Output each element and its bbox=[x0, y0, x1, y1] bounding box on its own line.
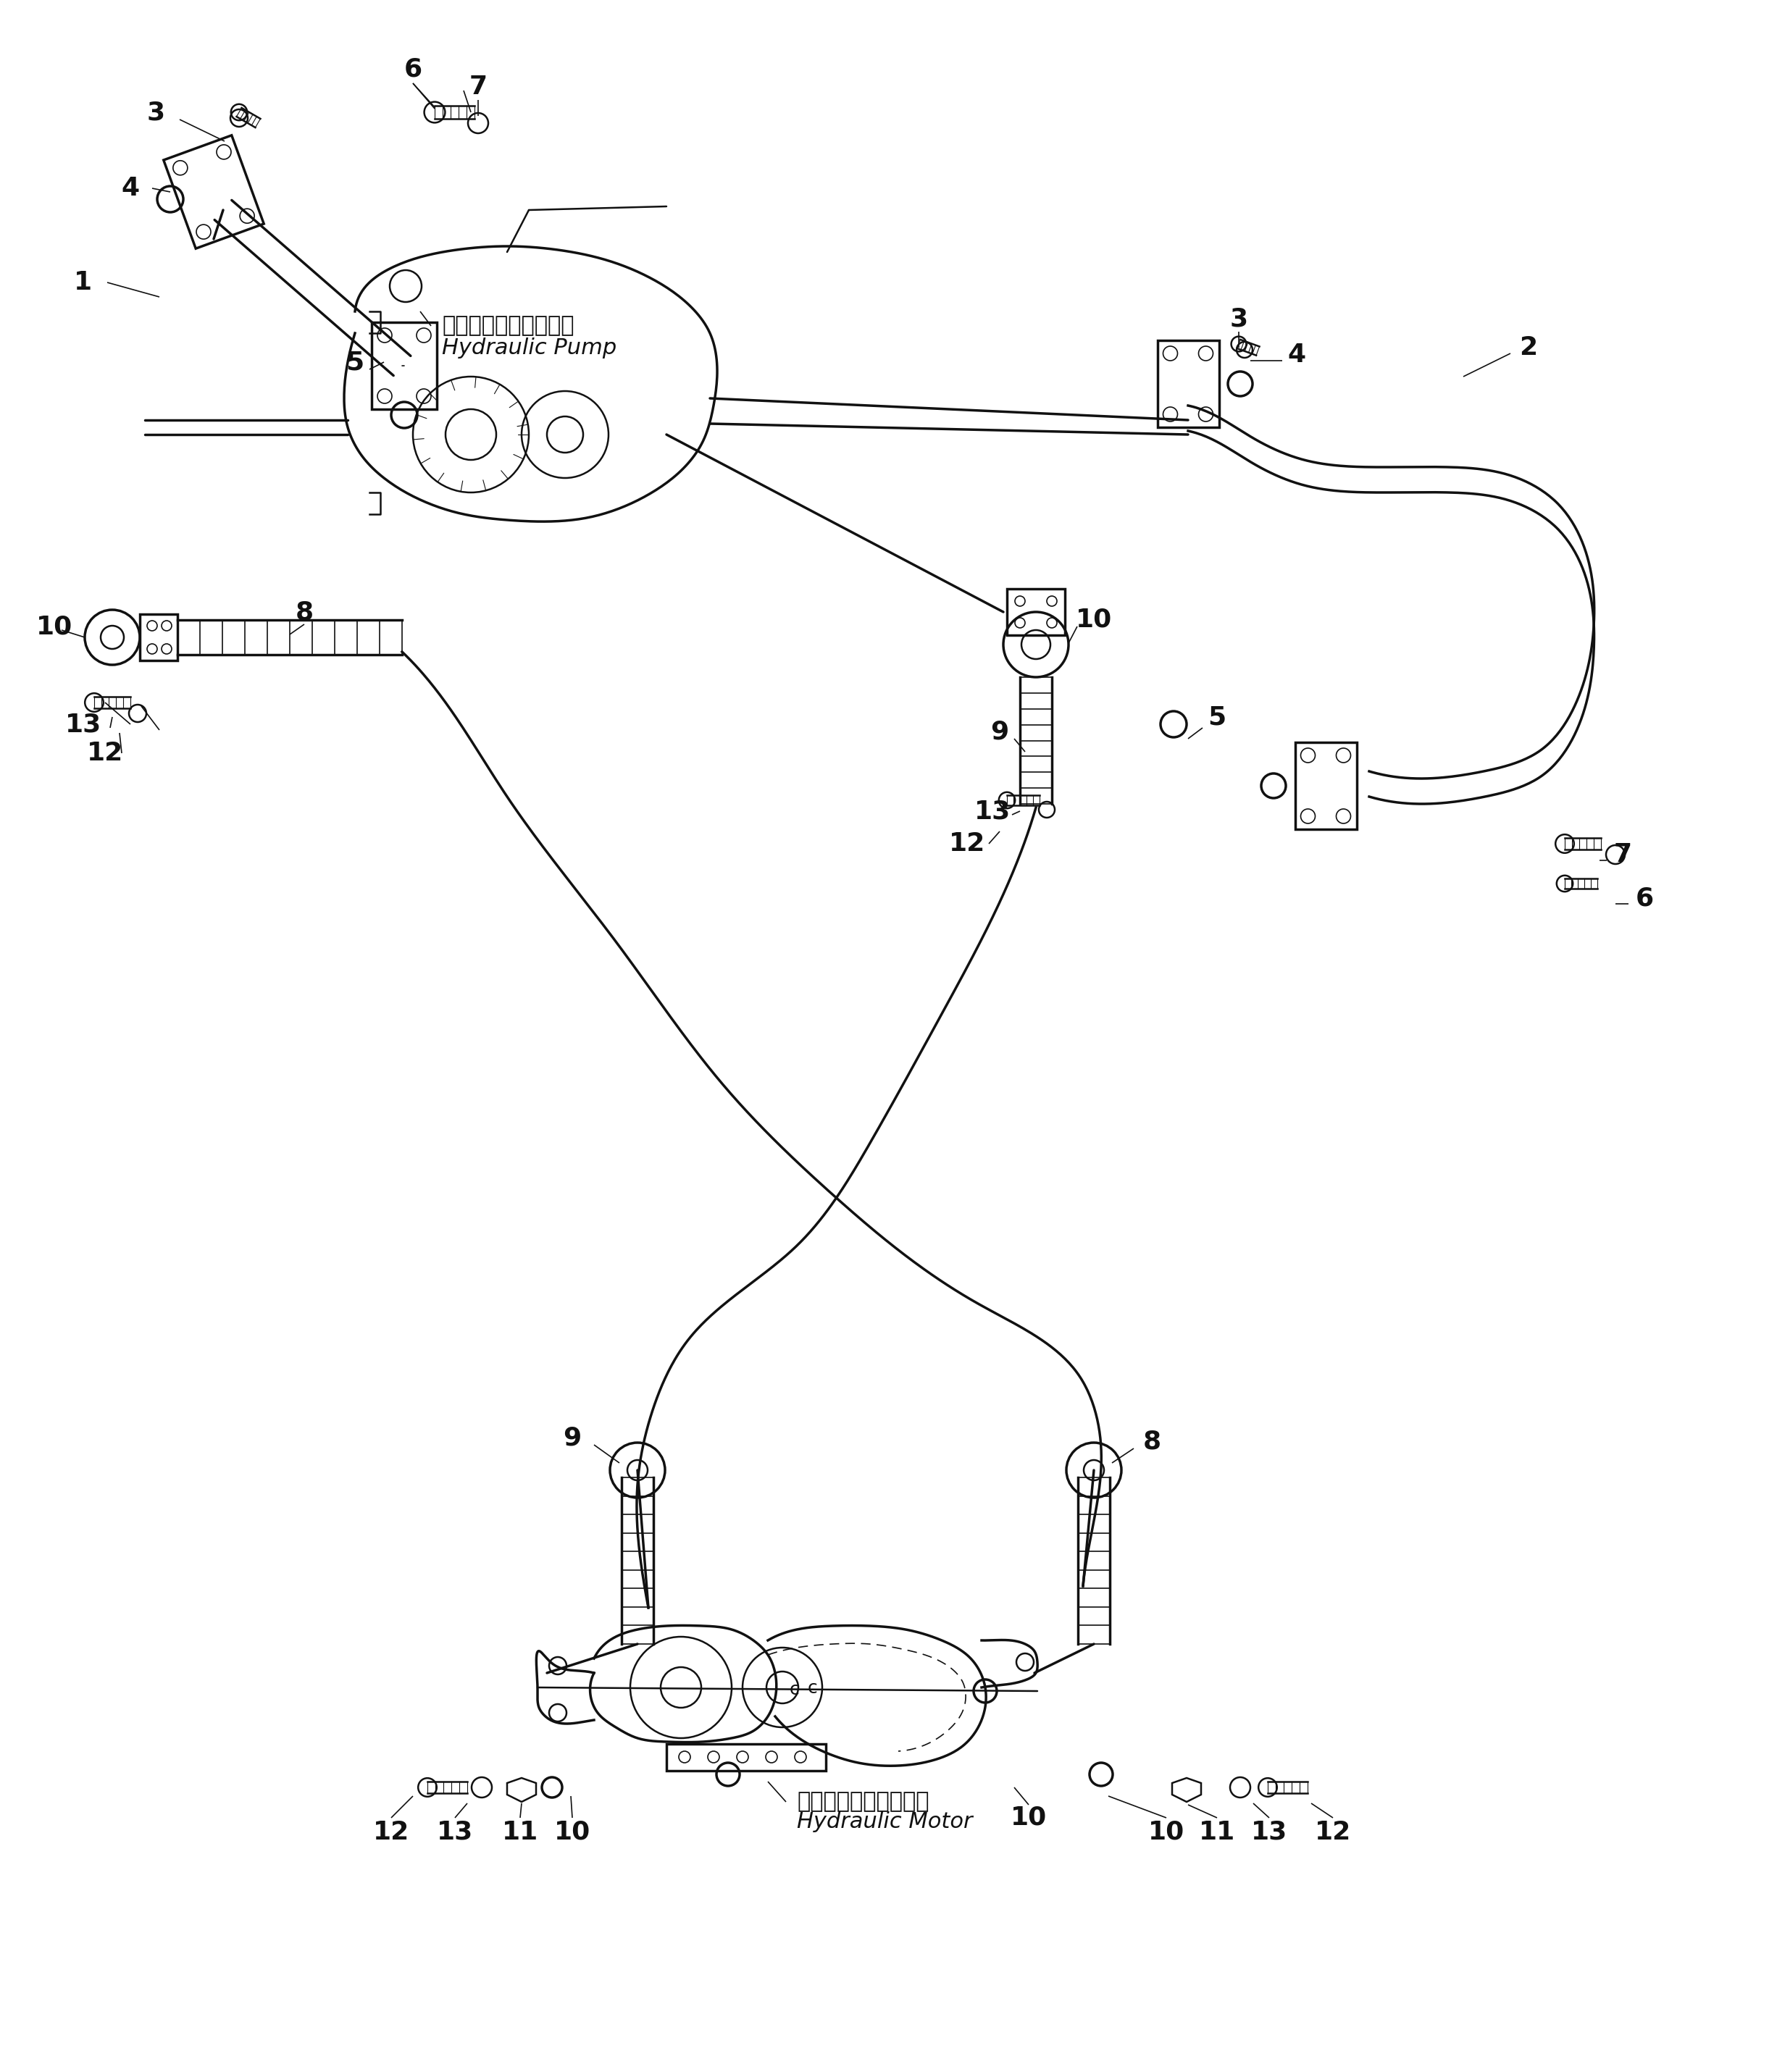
Text: 11: 11 bbox=[1199, 1819, 1235, 1844]
Text: 8: 8 bbox=[295, 599, 313, 624]
Text: 6: 6 bbox=[403, 56, 421, 81]
Text: 10: 10 bbox=[1075, 607, 1112, 632]
Text: c: c bbox=[809, 1680, 817, 1697]
Text: 12: 12 bbox=[949, 831, 984, 856]
Text: 10: 10 bbox=[1011, 1805, 1047, 1830]
Text: 7: 7 bbox=[1614, 843, 1631, 866]
Text: 8: 8 bbox=[1143, 1430, 1160, 1455]
Text: 13: 13 bbox=[974, 800, 1011, 823]
Text: 3: 3 bbox=[1230, 307, 1247, 332]
Text: 12: 12 bbox=[1315, 1819, 1351, 1844]
Text: 6: 6 bbox=[1635, 885, 1654, 910]
Text: 13: 13 bbox=[66, 713, 101, 736]
Text: 9: 9 bbox=[563, 1426, 581, 1450]
Text: 10: 10 bbox=[554, 1819, 590, 1844]
Text: 7: 7 bbox=[469, 75, 487, 99]
Text: 2: 2 bbox=[1519, 336, 1537, 361]
Text: 4: 4 bbox=[121, 176, 140, 201]
Text: 5: 5 bbox=[347, 350, 364, 375]
Text: Hydraulic Pump: Hydraulic Pump bbox=[442, 338, 617, 358]
Text: ハイドロリックポンプ: ハイドロリックポンプ bbox=[442, 315, 574, 336]
Text: 5: 5 bbox=[1208, 704, 1226, 729]
Text: 12: 12 bbox=[87, 742, 123, 765]
Text: 13: 13 bbox=[437, 1819, 473, 1844]
Text: 3: 3 bbox=[147, 99, 165, 124]
Text: 1: 1 bbox=[75, 269, 92, 294]
Text: 10: 10 bbox=[36, 613, 73, 638]
Text: ハイドロリックモータ: ハイドロリックモータ bbox=[796, 1792, 929, 1813]
Text: Hydraulic Motor: Hydraulic Motor bbox=[796, 1811, 972, 1832]
Text: 12: 12 bbox=[373, 1819, 409, 1844]
Text: 4: 4 bbox=[1288, 342, 1306, 367]
Text: c: c bbox=[789, 1680, 800, 1699]
Text: 13: 13 bbox=[1251, 1819, 1287, 1844]
Text: 11: 11 bbox=[501, 1819, 538, 1844]
Text: 9: 9 bbox=[990, 719, 1009, 744]
Text: 10: 10 bbox=[1148, 1819, 1185, 1844]
